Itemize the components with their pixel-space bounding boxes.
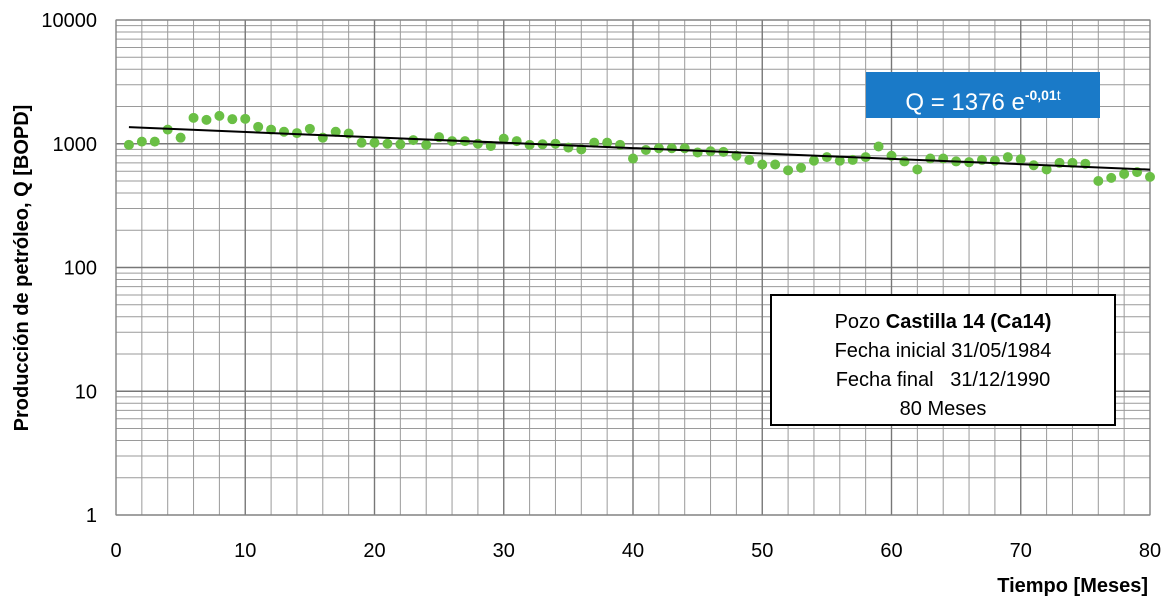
- plot-area-border: [115, 19, 1151, 516]
- end-date: Fecha final 31/12/1990: [835, 369, 1051, 391]
- data-point: [563, 142, 574, 153]
- data-point: [149, 136, 160, 147]
- data-point: [925, 153, 936, 164]
- equation-exponent: -0,01: [1024, 87, 1057, 103]
- y-tick-label: 1000: [53, 134, 98, 156]
- duration: 80 Meses: [899, 398, 987, 420]
- y-axis-ticks: 1 10 100 1000 10000: [41, 10, 97, 527]
- data-point: [188, 112, 199, 123]
- data-point: [227, 114, 238, 125]
- x-tick-label: 40: [622, 540, 644, 562]
- data-point: [744, 154, 755, 165]
- x-tick-label: 70: [1010, 540, 1032, 562]
- data-point: [304, 123, 315, 134]
- data-point: [330, 126, 341, 137]
- data-point: [808, 155, 819, 166]
- x-tick-label: 80: [1139, 540, 1161, 562]
- data-point: [1041, 164, 1052, 175]
- data-point: [253, 121, 264, 132]
- data-point: [240, 113, 251, 124]
- data-points: [123, 110, 1155, 187]
- data-point: [395, 139, 406, 150]
- data-point: [123, 139, 134, 150]
- well-name: Castilla 14 (Ca14): [885, 311, 1052, 333]
- data-point: [834, 155, 845, 166]
- data-point: [356, 137, 367, 148]
- data-point: [291, 128, 302, 139]
- x-tick-label: 20: [363, 540, 385, 562]
- data-point: [214, 110, 225, 121]
- x-axis-ticks: 0 10 20 30 40 50 60 70 80: [110, 540, 1161, 562]
- x-tick-label: 60: [880, 540, 902, 562]
- y-axis-title: Producción de petróleo, Q [BOPD]: [11, 105, 33, 432]
- data-point: [421, 139, 432, 150]
- data-point: [602, 137, 613, 148]
- equation-prefix: Q = 1376 e: [905, 89, 1025, 116]
- well-name-line: Pozo Castilla 14 (Ca14): [772, 308, 1114, 337]
- data-point: [1119, 168, 1130, 179]
- y-tick-label: 1: [86, 505, 97, 527]
- data-point: [666, 143, 677, 154]
- data-point: [757, 159, 768, 170]
- data-point: [498, 133, 509, 144]
- data-point: [1015, 154, 1026, 165]
- data-point: [485, 140, 496, 151]
- data-point: [472, 138, 483, 149]
- trendline-equation: Q = 1376 e-0,01t: [866, 72, 1100, 118]
- data-point: [796, 162, 807, 173]
- x-axis-title: Tiempo [Meses]: [997, 575, 1148, 597]
- data-point: [201, 114, 212, 125]
- data-point: [175, 132, 186, 143]
- data-point: [1106, 172, 1117, 183]
- data-point: [692, 147, 703, 158]
- data-point: [279, 126, 290, 137]
- data-point: [408, 135, 419, 146]
- x-tick-label: 10: [234, 540, 256, 562]
- data-point: [770, 159, 781, 170]
- x-tick-label: 0: [110, 540, 121, 562]
- y-tick-label: 10: [75, 381, 97, 403]
- equation-variable: t: [1056, 87, 1061, 103]
- data-point: [1002, 152, 1013, 163]
- data-point: [524, 139, 535, 150]
- start-date: Fecha inicial 31/05/1984: [834, 340, 1052, 362]
- well-info-box: Pozo Castilla 14 (Ca14) Fecha inicial 31…: [770, 294, 1116, 426]
- data-point: [912, 164, 923, 175]
- data-point: [550, 138, 561, 149]
- data-point: [589, 137, 600, 148]
- data-point: [136, 136, 147, 147]
- data-point: [628, 153, 638, 164]
- x-tick-label: 50: [751, 540, 773, 562]
- well-label: Pozo: [834, 311, 886, 333]
- data-point: [1145, 171, 1155, 182]
- data-point: [369, 137, 380, 148]
- y-tick-label: 10000: [41, 10, 97, 32]
- data-point: [899, 156, 910, 167]
- data-point: [640, 145, 651, 156]
- x-tick-label: 30: [493, 540, 515, 562]
- data-point: [783, 165, 794, 176]
- data-point: [1093, 176, 1104, 187]
- data-point: [382, 138, 393, 149]
- trend-line: [128, 126, 1151, 171]
- data-point: [873, 141, 884, 152]
- data-point: [511, 136, 522, 147]
- data-point: [679, 143, 690, 154]
- y-tick-label: 100: [64, 258, 97, 280]
